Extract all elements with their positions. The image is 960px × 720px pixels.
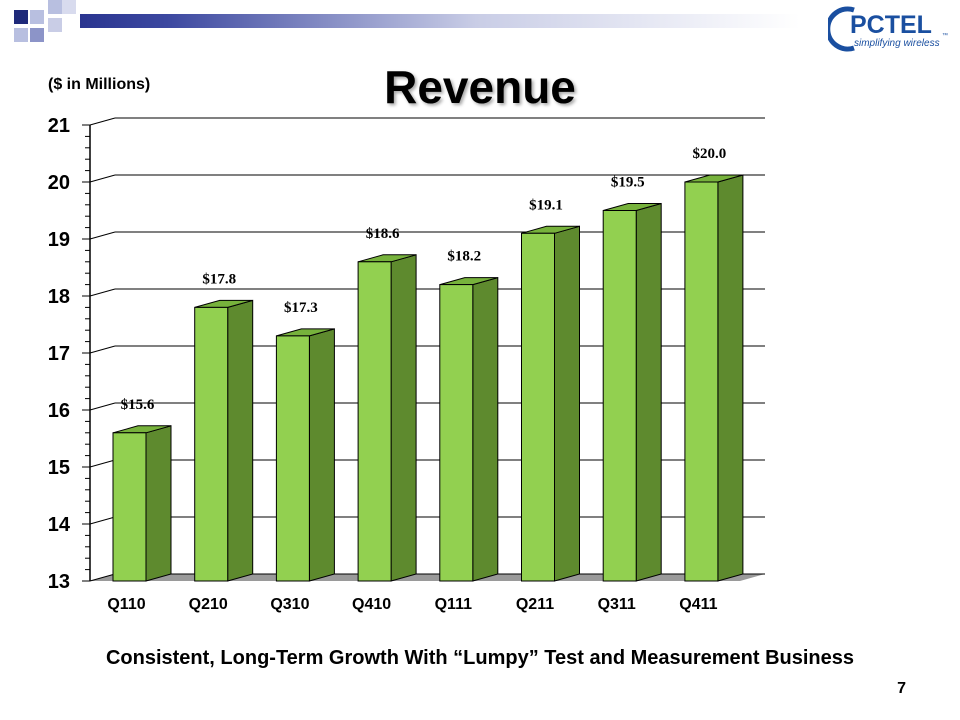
bar <box>275 335 310 582</box>
category-label: Q410 <box>352 596 391 613</box>
bar-side <box>227 299 254 582</box>
y-tick-label: 15 <box>48 457 70 479</box>
y-tick-label: 16 <box>48 400 70 422</box>
bar-side <box>145 425 172 582</box>
bar <box>194 306 229 582</box>
bar-side <box>554 225 580 582</box>
header-square-light-3 <box>14 28 28 42</box>
bar-side <box>390 254 417 582</box>
data-label: $15.6 <box>121 397 155 413</box>
y-tick-label: 13 <box>48 571 70 593</box>
header-decoration <box>14 0 800 42</box>
data-label: $19.1 <box>529 197 563 213</box>
data-label: $18.6 <box>366 226 400 242</box>
header-square-light-1 <box>30 10 44 24</box>
revenue-chart: 13 14 15 16 17 18 19 20 21 $15.6 Q110 $17.8 Q210 $17.… <box>48 115 765 613</box>
page-number: 7 <box>897 680 906 697</box>
units-label: ($ in Millions) <box>48 76 151 93</box>
data-label: $17.3 <box>284 300 318 316</box>
y-tick-label: 14 <box>48 514 71 536</box>
header-square-light-4 <box>48 18 62 32</box>
gridline-depth <box>89 174 116 183</box>
bar-side <box>308 328 335 582</box>
gridline-depth <box>89 345 116 354</box>
category-label: Q210 <box>189 596 228 613</box>
gridline-depth <box>89 402 116 411</box>
bar <box>521 232 555 582</box>
category-label: Q211 <box>516 596 554 613</box>
gridline-depth <box>89 459 116 468</box>
bar-side <box>472 276 499 582</box>
data-label: $18.2 <box>447 249 481 265</box>
bar-side <box>635 202 662 582</box>
slide-title: Revenue <box>384 61 576 113</box>
data-label: $17.8 <box>202 271 236 287</box>
logo-trademark: ™ <box>942 32 948 39</box>
pctel-logo: PCTEL ™ simplifying wireless <box>828 6 948 52</box>
y-tick-label: 20 <box>48 172 70 194</box>
category-label: Q411 <box>679 596 717 613</box>
gridline-depth <box>89 516 116 525</box>
logo-wordmark: PCTEL <box>850 11 932 39</box>
header-square-light-5 <box>62 0 76 14</box>
header-square-light-2 <box>48 0 62 14</box>
data-label: $20.0 <box>693 146 727 162</box>
chart-floor <box>90 574 765 581</box>
bar-side <box>717 174 744 582</box>
y-tick-label: 21 <box>48 115 70 137</box>
footer-caption: Consistent, Long-Term Growth With “Lumpy… <box>105 647 855 669</box>
gridline-depth <box>89 117 116 126</box>
bar <box>602 210 637 582</box>
logo-tagline: simplifying wireless <box>854 38 940 49</box>
header-square-dark-1 <box>14 10 28 24</box>
y-tick-label: 17 <box>48 343 70 365</box>
gridline-depth <box>89 231 116 240</box>
category-label: Q311 <box>598 596 636 613</box>
category-label: Q110 <box>107 596 145 613</box>
gridline-depth <box>89 288 116 297</box>
gridline-depth <box>89 573 116 582</box>
data-label: $19.5 <box>611 175 645 191</box>
bar <box>684 181 719 582</box>
bar <box>112 432 147 582</box>
y-tick-label: 19 <box>48 229 70 251</box>
category-label: Q111 <box>435 596 472 613</box>
y-tick-label: 18 <box>48 286 70 308</box>
bar <box>357 261 392 582</box>
category-label: Q310 <box>270 596 309 613</box>
bar <box>439 284 474 582</box>
header-square-mid-1 <box>30 28 44 42</box>
